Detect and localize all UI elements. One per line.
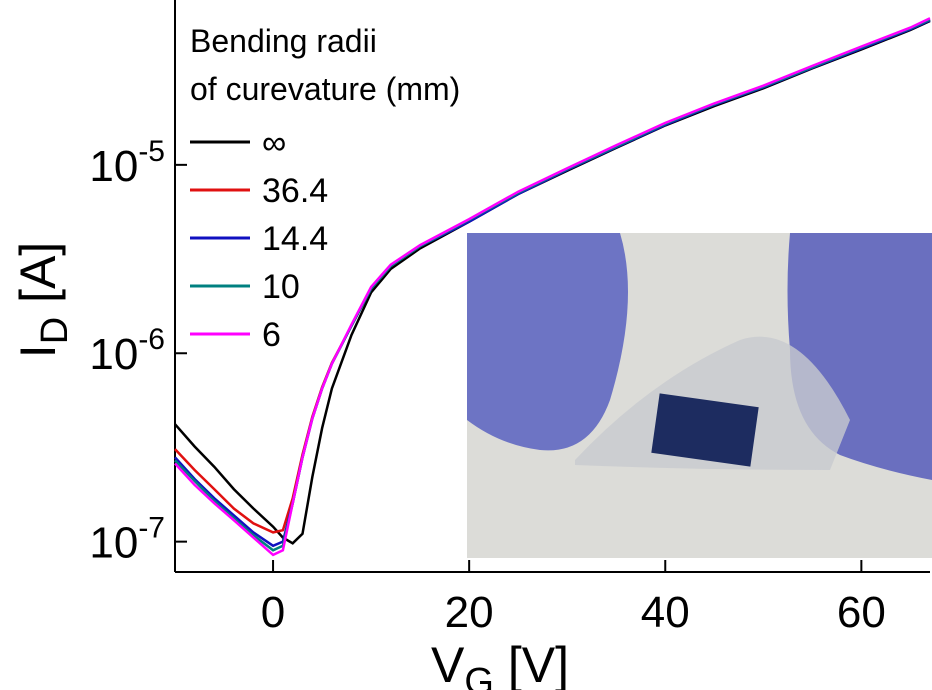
legend-label: 10 <box>262 268 300 306</box>
y-label-main: I <box>10 344 66 358</box>
legend-title: of curevature (mm) <box>190 71 460 107</box>
x-tick-label: 20 <box>445 588 494 637</box>
y-tick-text: 10-6 <box>89 323 165 379</box>
y-axis-label: ID [A] <box>10 242 76 358</box>
legend-label: 14.4 <box>262 220 328 258</box>
y-label-sub: D <box>34 317 76 344</box>
y-tick-text: 10-7 <box>89 512 165 568</box>
x-tick-label: 0 <box>261 588 285 637</box>
inset-photo <box>467 233 932 558</box>
x-label-unit: [V] <box>494 637 569 690</box>
y-tick-exponent: -6 <box>138 323 165 356</box>
y-tick-label: 10 <box>89 519 138 568</box>
x-label-sub: G <box>464 661 494 690</box>
x-axis-label: VG [V] <box>431 637 569 690</box>
x-label-main: V <box>431 637 465 690</box>
legend-label: 36.4 <box>262 172 328 210</box>
x-tick-label: 60 <box>837 588 886 637</box>
legend-label: 6 <box>262 316 281 354</box>
y-tick-text: 10-5 <box>89 135 165 191</box>
y-tick-exponent: -7 <box>138 512 165 545</box>
legend-label: ∞ <box>262 124 286 162</box>
legend-title: Bending radii <box>190 23 377 59</box>
y-tick-label: 10 <box>89 142 138 191</box>
y-label-unit: [A] <box>10 242 66 317</box>
x-tick-label: 40 <box>641 588 690 637</box>
y-tick-label: 10 <box>89 330 138 379</box>
chart: 020406010-710-610-5VG [V]ID [A]Bending r… <box>0 0 932 690</box>
y-tick-exponent: -5 <box>138 135 165 168</box>
